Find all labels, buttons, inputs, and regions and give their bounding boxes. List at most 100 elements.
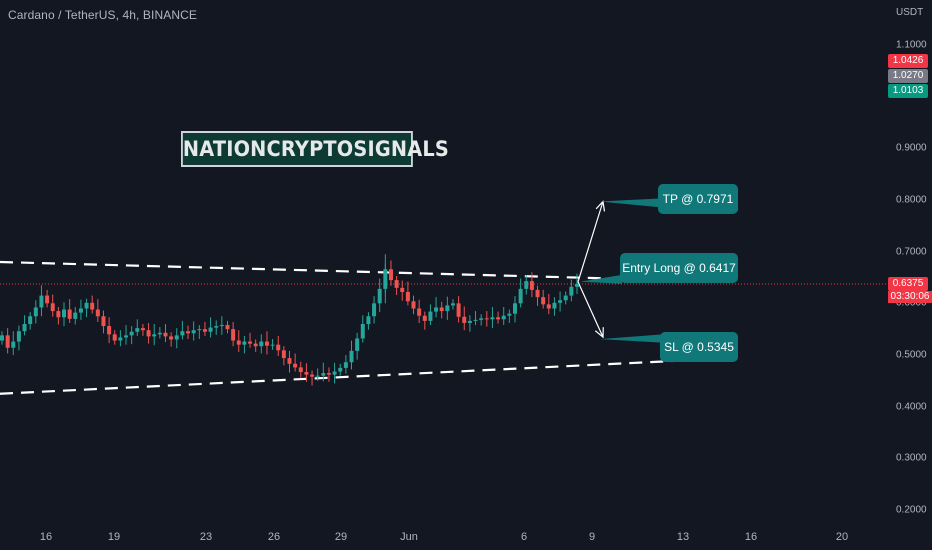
- entry-callout[interactable]: Entry Long @ 0.6417: [620, 253, 738, 283]
- candle-body: [417, 308, 422, 316]
- sl-callout[interactable]: SL @ 0.5345: [660, 332, 738, 362]
- candle-body: [146, 330, 151, 337]
- candle-body: [546, 304, 551, 309]
- candle-body: [5, 335, 10, 348]
- candle-body: [377, 288, 382, 304]
- candle: [298, 361, 303, 378]
- candle-body: [287, 358, 292, 364]
- candle-body: [411, 301, 416, 309]
- candle: [535, 285, 540, 306]
- candle: [90, 295, 95, 314]
- candle-body: [107, 326, 112, 335]
- tp-callout[interactable]: TP @ 0.7971: [658, 184, 738, 214]
- y-tick-label: 0.8000: [896, 194, 927, 206]
- candle-body: [575, 283, 579, 287]
- candle: [107, 317, 112, 344]
- candle: [558, 291, 563, 312]
- sl-arrow-head: [594, 327, 604, 339]
- candle: [501, 306, 506, 326]
- x-tick-label: 19: [107, 531, 121, 543]
- candle-body: [90, 302, 95, 310]
- y-tick-label: 0.4000: [896, 401, 927, 413]
- candle-body: [490, 317, 495, 320]
- candle: [293, 353, 298, 372]
- candle: [281, 346, 286, 366]
- candle-body: [180, 331, 185, 336]
- candle-body: [558, 300, 563, 303]
- candle: [417, 299, 422, 323]
- candle-body: [163, 332, 168, 337]
- candle: [434, 297, 439, 318]
- candle: [56, 306, 61, 325]
- candle-body: [462, 316, 467, 323]
- candle: [546, 294, 551, 315]
- candle-body: [225, 325, 230, 330]
- candle-body: [39, 295, 44, 308]
- candle: [310, 370, 315, 386]
- candle: [467, 315, 472, 332]
- candle-body: [78, 308, 83, 313]
- candle-body: [501, 315, 506, 320]
- candle: [276, 335, 281, 357]
- candle: [343, 355, 348, 374]
- candle: [321, 362, 326, 382]
- candle-body: [84, 302, 89, 309]
- candle-body: [298, 367, 303, 373]
- candle-body: [355, 338, 360, 351]
- candle-body: [214, 326, 219, 328]
- candle: [152, 324, 157, 346]
- candle: [394, 275, 399, 296]
- candle-body: [118, 337, 123, 341]
- candle-body: [473, 319, 478, 321]
- candle: [552, 297, 557, 316]
- x-tick-label: 6: [520, 531, 528, 543]
- candle-body: [394, 280, 399, 288]
- candle-body: [264, 341, 269, 346]
- candle: [169, 332, 174, 347]
- y-tick-label: 0.6000: [896, 297, 927, 309]
- candle: [366, 312, 371, 330]
- candle: [67, 299, 72, 323]
- candle-body: [496, 317, 501, 320]
- x-tick-label: 20: [835, 531, 849, 543]
- candle: [439, 301, 444, 319]
- candle: [529, 272, 534, 298]
- candle: [569, 279, 574, 302]
- candle: [349, 340, 354, 370]
- candle: [197, 325, 202, 339]
- candle-body: [304, 372, 309, 375]
- candle-body: [253, 343, 258, 347]
- candle-body: [202, 329, 207, 332]
- candle: [78, 299, 83, 320]
- candle-body: [129, 331, 134, 336]
- tp-arrow-line: [577, 201, 604, 282]
- candle-body: [140, 328, 145, 331]
- candle: [524, 275, 529, 295]
- candle-body: [11, 341, 16, 348]
- candle-body: [338, 367, 343, 372]
- candle-body: [152, 334, 157, 337]
- candle-body: [174, 335, 179, 340]
- x-tick-label: 16: [39, 531, 53, 543]
- bar-countdown: 03:30:06: [888, 291, 932, 303]
- candle-body: [529, 281, 534, 290]
- sl-arrow-line: [577, 281, 604, 338]
- current-price-tag: 0.6375: [888, 277, 928, 291]
- candle-body: [315, 375, 320, 377]
- candle-body: [541, 297, 546, 305]
- candle: [490, 306, 495, 329]
- candle-body: [22, 324, 27, 332]
- candle-body: [552, 302, 557, 309]
- candle-body: [101, 316, 106, 327]
- symbol-title[interactable]: Cardano / TetherUS, 4h, BINANCE: [8, 8, 197, 22]
- y-tick-label: 1.1000: [896, 39, 927, 51]
- candle-body: [191, 330, 196, 334]
- annotation-layer: [0, 198, 888, 395]
- candle: [33, 300, 38, 324]
- candle-body: [276, 344, 281, 351]
- candle-body: [0, 335, 4, 341]
- candle-body: [467, 320, 472, 323]
- candle-body: [236, 340, 241, 345]
